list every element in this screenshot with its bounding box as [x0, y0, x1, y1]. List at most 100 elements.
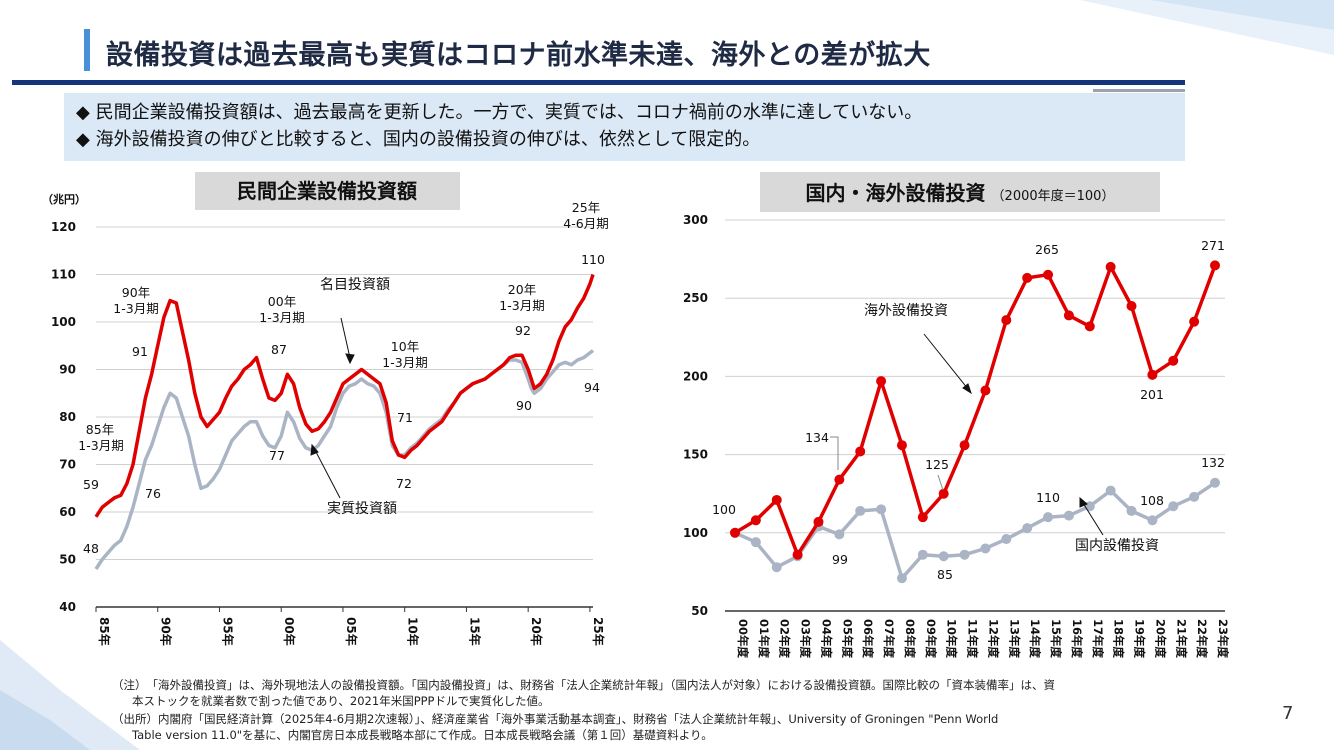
- right-ann-85: 85: [937, 567, 953, 582]
- left-ann-00-quarter: 1-3月期: [259, 310, 304, 325]
- right-x-tick-label: 23年度: [1216, 619, 1230, 659]
- right-x-tick-label: 02年度: [778, 619, 792, 659]
- right-x-tick-label: 18年度: [1112, 619, 1126, 659]
- left-ann-10-year: 10年: [391, 339, 419, 354]
- leader-125: [937, 474, 944, 491]
- left-ann-20-quarter: 1-3月期: [499, 298, 544, 313]
- right-y-tick-label: 300: [683, 213, 708, 227]
- left-y-unit: （兆円）: [42, 192, 86, 206]
- right-x-tick-label: 21年度: [1174, 619, 1188, 659]
- arrow-overseas-head: [962, 383, 972, 395]
- arrow-real: [314, 449, 341, 499]
- right-chart-heading: 国内・海外設備投資 （2000年度＝100）: [806, 181, 1115, 205]
- left-label-nominal: 名目投資額: [320, 277, 390, 293]
- right-series-point: [730, 527, 740, 538]
- right-series-point: [1168, 501, 1179, 512]
- left-ann-92: 92: [515, 323, 531, 338]
- left-x-tick-label: 00年: [282, 617, 297, 646]
- right-series-point: [917, 512, 928, 523]
- left-y-tick-label: 100: [51, 315, 76, 329]
- left-ann-25-year: 25年: [572, 200, 600, 215]
- right-series-point: [1043, 512, 1054, 523]
- right-x-tick-label: 06年度: [861, 619, 875, 659]
- right-y-tick-label: 250: [683, 291, 708, 305]
- right-series-point: [896, 573, 907, 584]
- right-label-overseas: 海外設備投資: [864, 303, 948, 319]
- right-series-point: [896, 440, 907, 451]
- right-ann-110: 110: [1036, 490, 1060, 505]
- right-ann-134: 134: [805, 430, 829, 445]
- left-ann-25-quarter: 4-6月期: [563, 216, 608, 231]
- left-x-tick-label: 85年: [97, 617, 112, 646]
- right-series-point: [855, 505, 866, 516]
- footnote-1: （注） 「海外設備投資」は、海外現地法人の設備投資額。「国内設備投資」は、財務省…: [112, 678, 1055, 692]
- right-x-tick-label: 11年度: [966, 619, 980, 659]
- left-y-tick-label: 50: [59, 553, 76, 567]
- right-series-point: [1210, 260, 1220, 271]
- left-y-tick-label: 60: [59, 505, 76, 519]
- left-y-tick-label: 40: [59, 600, 76, 614]
- right-series-point: [834, 474, 845, 485]
- right-series-point: [938, 551, 949, 562]
- right-x-tick-label: 13年度: [1007, 619, 1021, 659]
- right-x-tick-label: 09年度: [924, 619, 938, 659]
- left-ann-72: 72: [396, 476, 412, 491]
- right-series-point: [938, 488, 949, 499]
- left-chart-title-box: [195, 172, 460, 210]
- left-ann-00-year: 00年: [268, 294, 296, 309]
- arrow-domestic-head: [1079, 496, 1088, 508]
- right-series-point: [1063, 510, 1074, 521]
- left-series-line: [94, 273, 595, 518]
- left-y-tick-label: 90: [59, 363, 76, 377]
- right-series-point: [1189, 316, 1200, 327]
- right-series-point: [917, 549, 928, 560]
- left-ann-48: 48: [83, 541, 99, 556]
- right-x-tick-label: 12年度: [986, 619, 1000, 659]
- left-series-line: [94, 349, 595, 570]
- right-x-tick-label: 05年度: [840, 619, 854, 659]
- right-y-tick-label: 200: [683, 369, 708, 383]
- left-ann-10-quarter: 1-3月期: [382, 355, 427, 370]
- right-label-domestic: 国内設備投資: [1075, 538, 1159, 554]
- right-x-tick-label: 14年度: [1028, 619, 1042, 659]
- left-y-tick-label: 110: [51, 268, 76, 282]
- left-ann-90-year: 90年: [122, 285, 150, 300]
- left-ann-85-year: 85年: [86, 422, 114, 437]
- right-x-tick-label: 01年度: [757, 619, 771, 659]
- right-x-tick-label: 07年度: [882, 619, 896, 659]
- left-label-real: 実質投資額: [327, 501, 397, 517]
- left-ann-85-quarter: 1-3月期: [78, 438, 123, 453]
- right-series-point: [1022, 272, 1033, 283]
- right-x-tick-label: 08年度: [903, 619, 917, 659]
- right-series-point: [1105, 261, 1116, 272]
- title-accent-bar: [84, 29, 90, 71]
- arrow-domestic: [1082, 502, 1104, 536]
- page-title: 設備投資は過去最高も実質はコロナ前水準未達、海外との差が拡大: [106, 40, 931, 71]
- right-ann-125: 125: [925, 457, 949, 472]
- right-series-point: [1189, 491, 1200, 502]
- right-series-point: [792, 549, 803, 560]
- right-series-point: [834, 529, 845, 540]
- right-series-point: [1168, 355, 1179, 366]
- right-y-tick-label: 50: [691, 604, 708, 618]
- right-series-point: [1084, 321, 1095, 332]
- right-series-point: [959, 440, 970, 451]
- right-x-tick-label: 10年度: [945, 619, 959, 659]
- summary-box: ◆ 民間企業設備投資額は、過去最高を更新した。一方で、実質では、コロナ禍前の水準…: [64, 93, 1185, 161]
- arrow-real-head: [310, 443, 319, 456]
- right-series-point: [1105, 485, 1116, 496]
- right-ann-201: 201: [1140, 387, 1164, 402]
- right-series-point: [1063, 310, 1074, 321]
- left-y-tick-label: 80: [59, 410, 76, 424]
- source-2: Table version 11.0"を基に、内閣官房日本成長戦略本部にて作成。…: [132, 728, 713, 742]
- left-ann-94: 94: [584, 380, 600, 395]
- summary-line-2: ◆ 海外設備投資の伸びと比較すると、国内の設備投資の伸びは、依然として限定的。: [76, 129, 761, 150]
- summary-line-1: ◆ 民間企業設備投資額は、過去最高を更新した。一方で、実質では、コロナ禍前の水準…: [76, 102, 923, 123]
- page-number: 7: [1282, 703, 1294, 724]
- right-series-point: [980, 543, 991, 554]
- right-series-point: [1126, 301, 1137, 312]
- arrow-nominal: [340, 317, 351, 359]
